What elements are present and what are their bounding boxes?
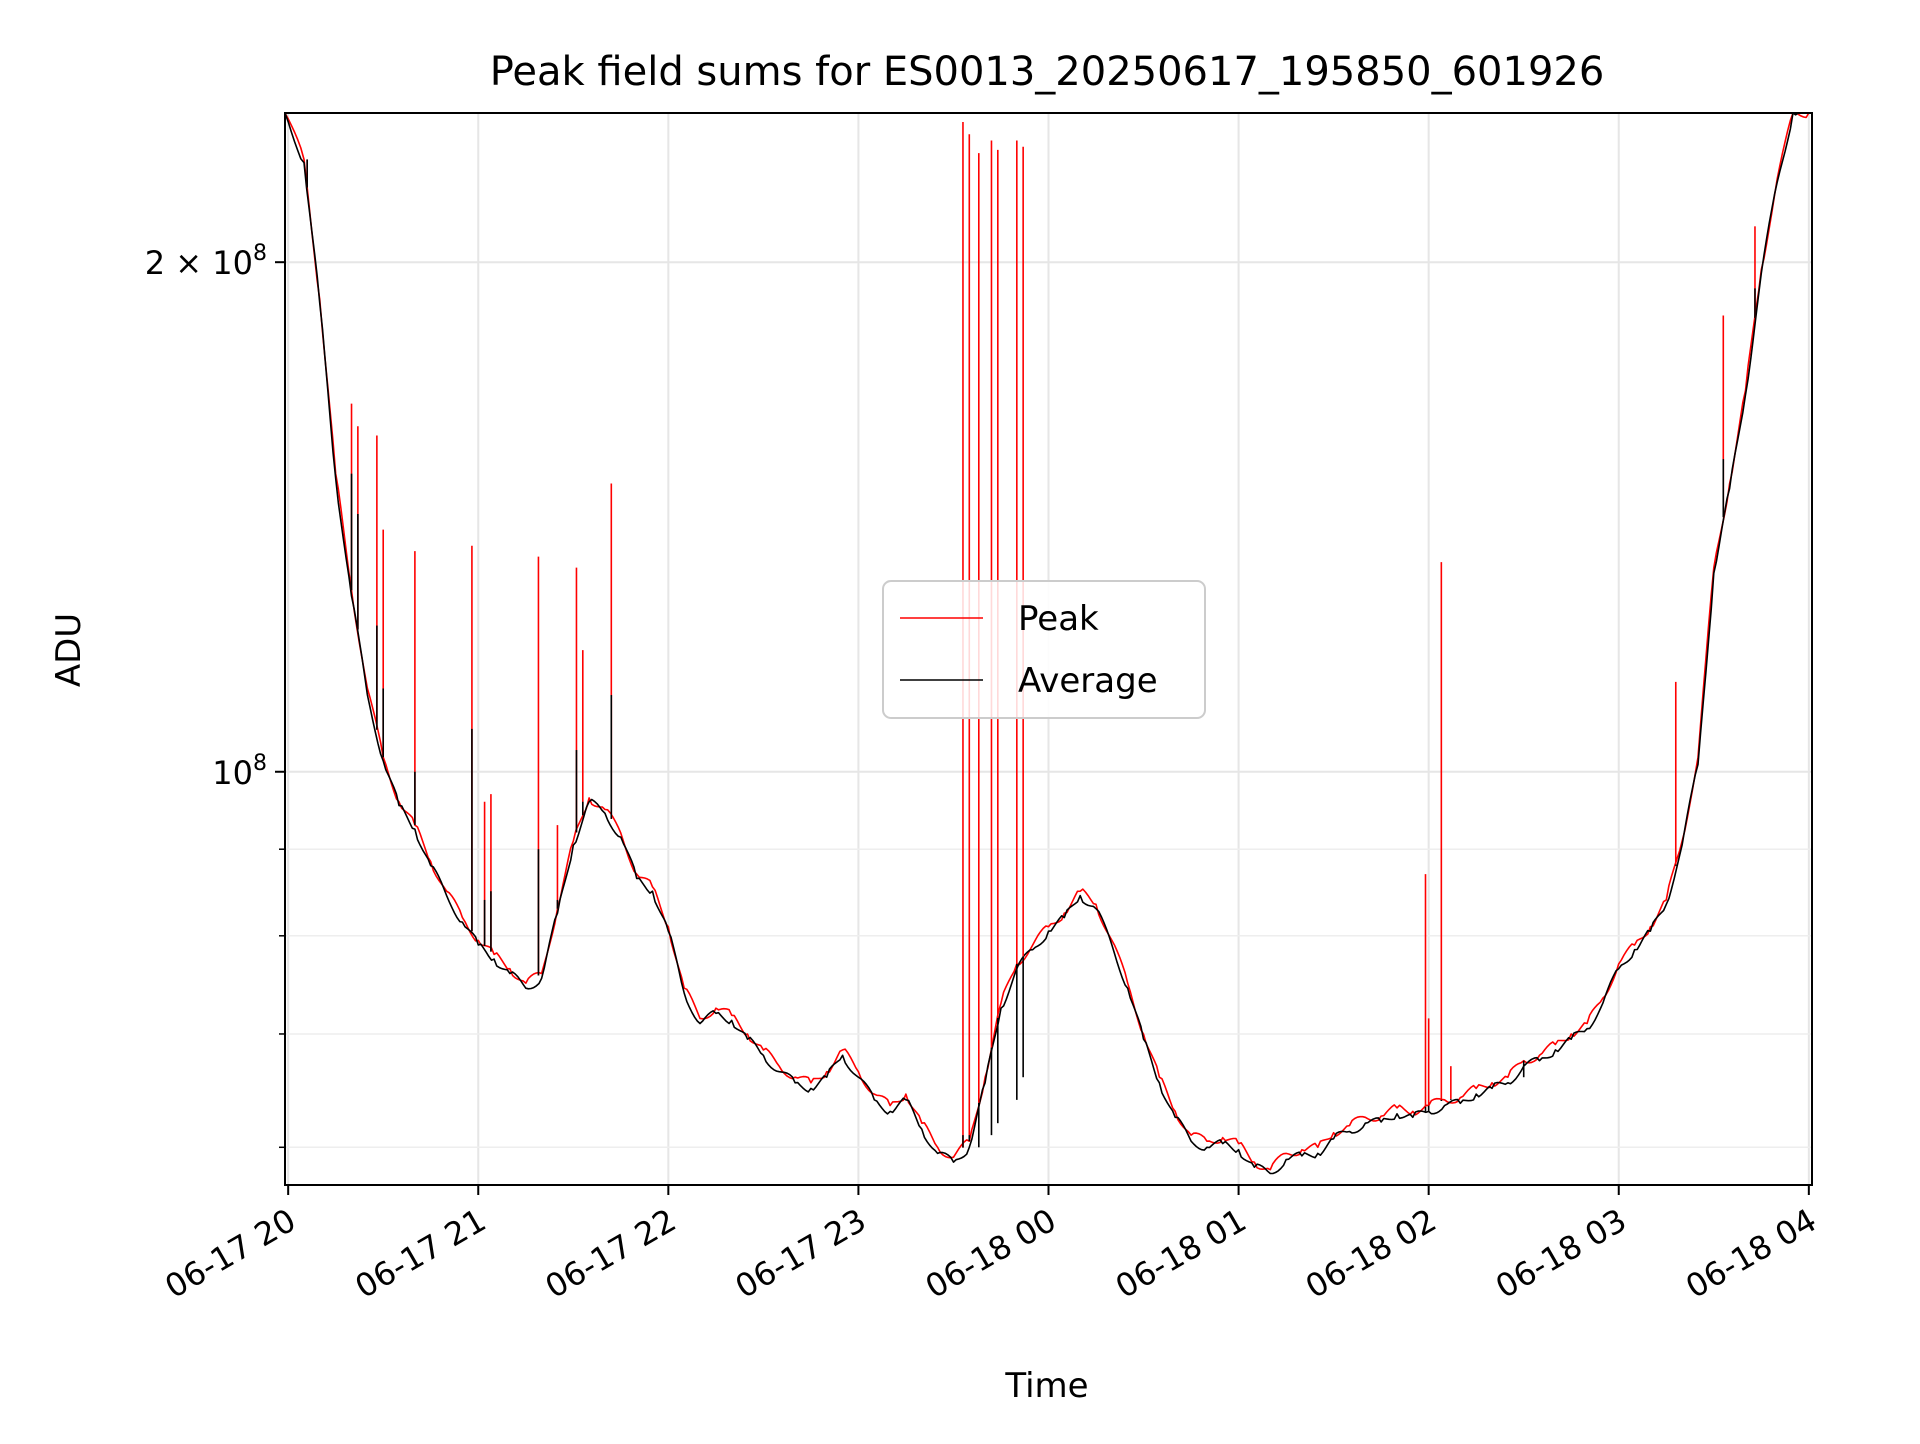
- legend-label-peak: Peak: [1018, 599, 1099, 639]
- y-tick-label-exponent: 8: [253, 751, 267, 776]
- chart-title: Peak field sums for ES0013_20250617_1958…: [490, 49, 1605, 95]
- x-axis-label: Time: [1004, 1366, 1088, 1406]
- y-tick-label-base: 2 × 10: [145, 244, 253, 282]
- y-tick-label: 2 × 108: [145, 241, 267, 282]
- legend-label-average: Average: [1018, 661, 1158, 701]
- y-axis-label: ADU: [49, 613, 89, 687]
- y-tick-label: 108: [212, 751, 267, 792]
- y-tick-label-base: 10: [212, 754, 253, 792]
- legend-box: [882, 580, 1206, 719]
- y-tick-label-exponent: 8: [253, 241, 267, 266]
- series-line-average: [285, 113, 1809, 1175]
- legend: Peak Average: [882, 580, 1206, 719]
- series-line-peak: [285, 113, 1810, 1171]
- grid-layer: [285, 113, 1812, 1185]
